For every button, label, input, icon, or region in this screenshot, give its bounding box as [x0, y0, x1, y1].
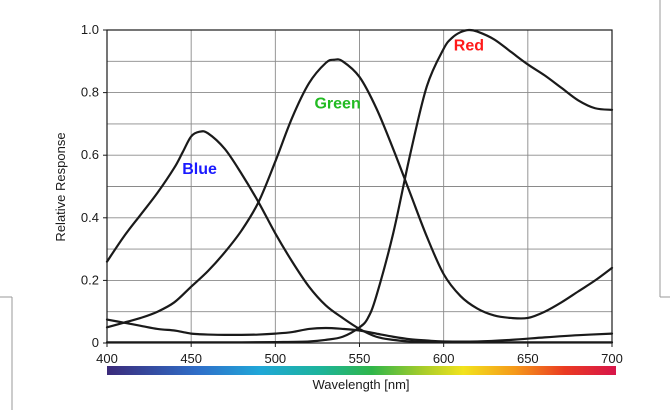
- axes: 400 450 500 550 600 650 700 0 0.2 0.4 0.6 0.8 1.0: [81, 22, 623, 366]
- y-tick-label: 0.4: [81, 210, 99, 225]
- y-tick-label: 0: [92, 335, 99, 350]
- y-tick-label: 0.8: [81, 85, 99, 100]
- x-tick-label: 500: [264, 351, 286, 366]
- x-tick-label: 550: [349, 351, 371, 366]
- series-line-green: [105, 58, 614, 329]
- series-group: [105, 28, 614, 344]
- series-labels: Blue Green Red: [182, 37, 484, 178]
- x-tick-label: 400: [96, 351, 118, 366]
- series-line-red: [105, 28, 614, 344]
- series-label-red: Red: [454, 37, 484, 54]
- y-tick-label: 1.0: [81, 22, 99, 37]
- y-axis-label: Relative Response: [53, 132, 68, 241]
- plot-frame: [106, 29, 613, 344]
- spectrum-bar: [107, 366, 616, 375]
- x-tick-label: 650: [517, 351, 539, 366]
- series-line-blue-curve-main: [105, 130, 614, 344]
- x-tick-label: 700: [601, 351, 623, 366]
- x-tick-label: 450: [180, 351, 202, 366]
- x-axis-label: Wavelength [nm]: [312, 377, 409, 392]
- series-label-blue: Blue: [182, 161, 217, 178]
- x-tick-label: 600: [433, 351, 455, 366]
- y-tick-label: 0.2: [81, 272, 99, 287]
- series-label-green: Green: [314, 95, 360, 112]
- y-tick-label: 0.6: [81, 147, 99, 162]
